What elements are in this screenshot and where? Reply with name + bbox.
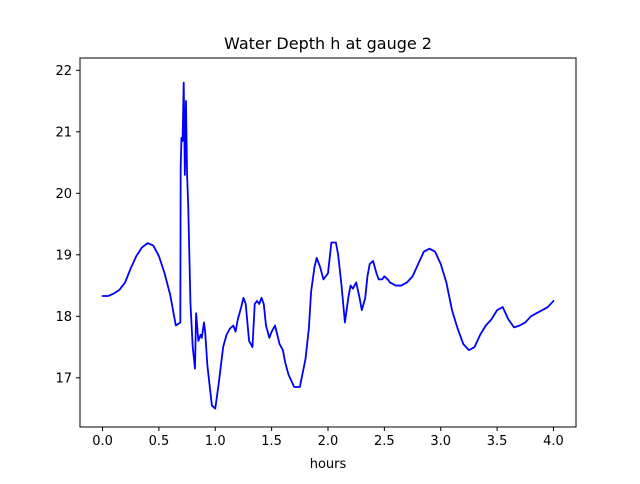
x-tick-label: 1.0 xyxy=(205,434,226,449)
axes-frame xyxy=(79,57,577,428)
axis-ticks: 0.0 0.5 1.0 1.5 2.0 2.5 3.0 3.5 4.0 17 18 19 20 21 22 xyxy=(55,64,563,449)
y-tick-label: 18 xyxy=(55,310,72,325)
x-tick-label: 0.0 xyxy=(92,434,113,449)
x-tick-label: 2.5 xyxy=(374,434,395,449)
x-tick-label: 1.5 xyxy=(261,434,282,449)
x-tick-label: 2.0 xyxy=(318,434,339,449)
plot-area xyxy=(101,81,555,410)
y-tick-label: 19 xyxy=(55,248,72,263)
y-tick-label: 21 xyxy=(55,125,72,140)
x-tick-label: 0.5 xyxy=(149,434,170,449)
chart-title: Water Depth h at gauge 2 xyxy=(224,34,432,53)
x-tick-label: 4.0 xyxy=(543,434,564,449)
y-tick-label: 17 xyxy=(55,371,72,386)
x-axis-label: hours xyxy=(310,457,347,472)
series-line-0 xyxy=(101,81,555,410)
x-tick-label: 3.5 xyxy=(487,434,508,449)
x-tick-label: 3.0 xyxy=(430,434,451,449)
y-tick-label: 22 xyxy=(55,64,72,79)
y-tick-label: 20 xyxy=(55,187,72,202)
